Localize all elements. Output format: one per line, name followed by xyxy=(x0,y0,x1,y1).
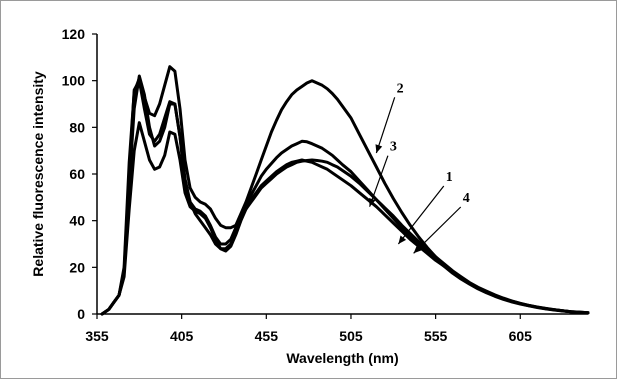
x-tick-label-555: 555 xyxy=(424,328,448,344)
x-tick-label-605: 605 xyxy=(509,328,533,344)
series-arrow-head-2 xyxy=(375,144,383,153)
series-arrow-line-4 xyxy=(413,206,462,254)
x-tick-label-405: 405 xyxy=(170,328,194,344)
y-tick-label-20: 20 xyxy=(69,259,85,275)
y-tick-label-40: 40 xyxy=(69,213,85,229)
series-line-4 xyxy=(100,121,590,316)
series-arrow-head-4 xyxy=(413,245,422,254)
series-label-layer: 2 3 14 xyxy=(369,81,470,254)
axes xyxy=(96,34,588,315)
y-tick-label-120: 120 xyxy=(62,26,86,42)
series-label-3: 3 xyxy=(390,140,397,155)
y-tick-label-60: 60 xyxy=(69,166,85,182)
series-label-1: 1 xyxy=(446,170,453,185)
y-axis-title: Relative fluorescence intensity xyxy=(30,71,46,277)
series-label-4: 4 xyxy=(463,191,470,206)
series-lines xyxy=(100,65,590,316)
tick-layer: 0 20 40 60 80 100 120 355 405 455 505 555 605 xyxy=(62,26,533,344)
series-label-2: 2 xyxy=(397,81,404,96)
series-arrow-head-1 xyxy=(398,235,407,244)
series-arrow-line-3 xyxy=(369,155,389,207)
series-arrow-line-1 xyxy=(397,185,445,245)
series-arrow-line-2 xyxy=(375,97,396,154)
x-tick-label-505: 505 xyxy=(339,328,363,344)
x-tick-label-355: 355 xyxy=(85,328,109,344)
y-tick-label-0: 0 xyxy=(77,306,85,322)
x-axis-title: Wavelength (nm) xyxy=(286,350,398,366)
series-line-3 xyxy=(100,79,590,316)
series-arrow-head-3 xyxy=(369,198,376,207)
y-tick-label-80: 80 xyxy=(69,119,85,135)
x-tick-label-455: 455 xyxy=(255,328,279,344)
y-tick-label-100: 100 xyxy=(62,73,86,89)
